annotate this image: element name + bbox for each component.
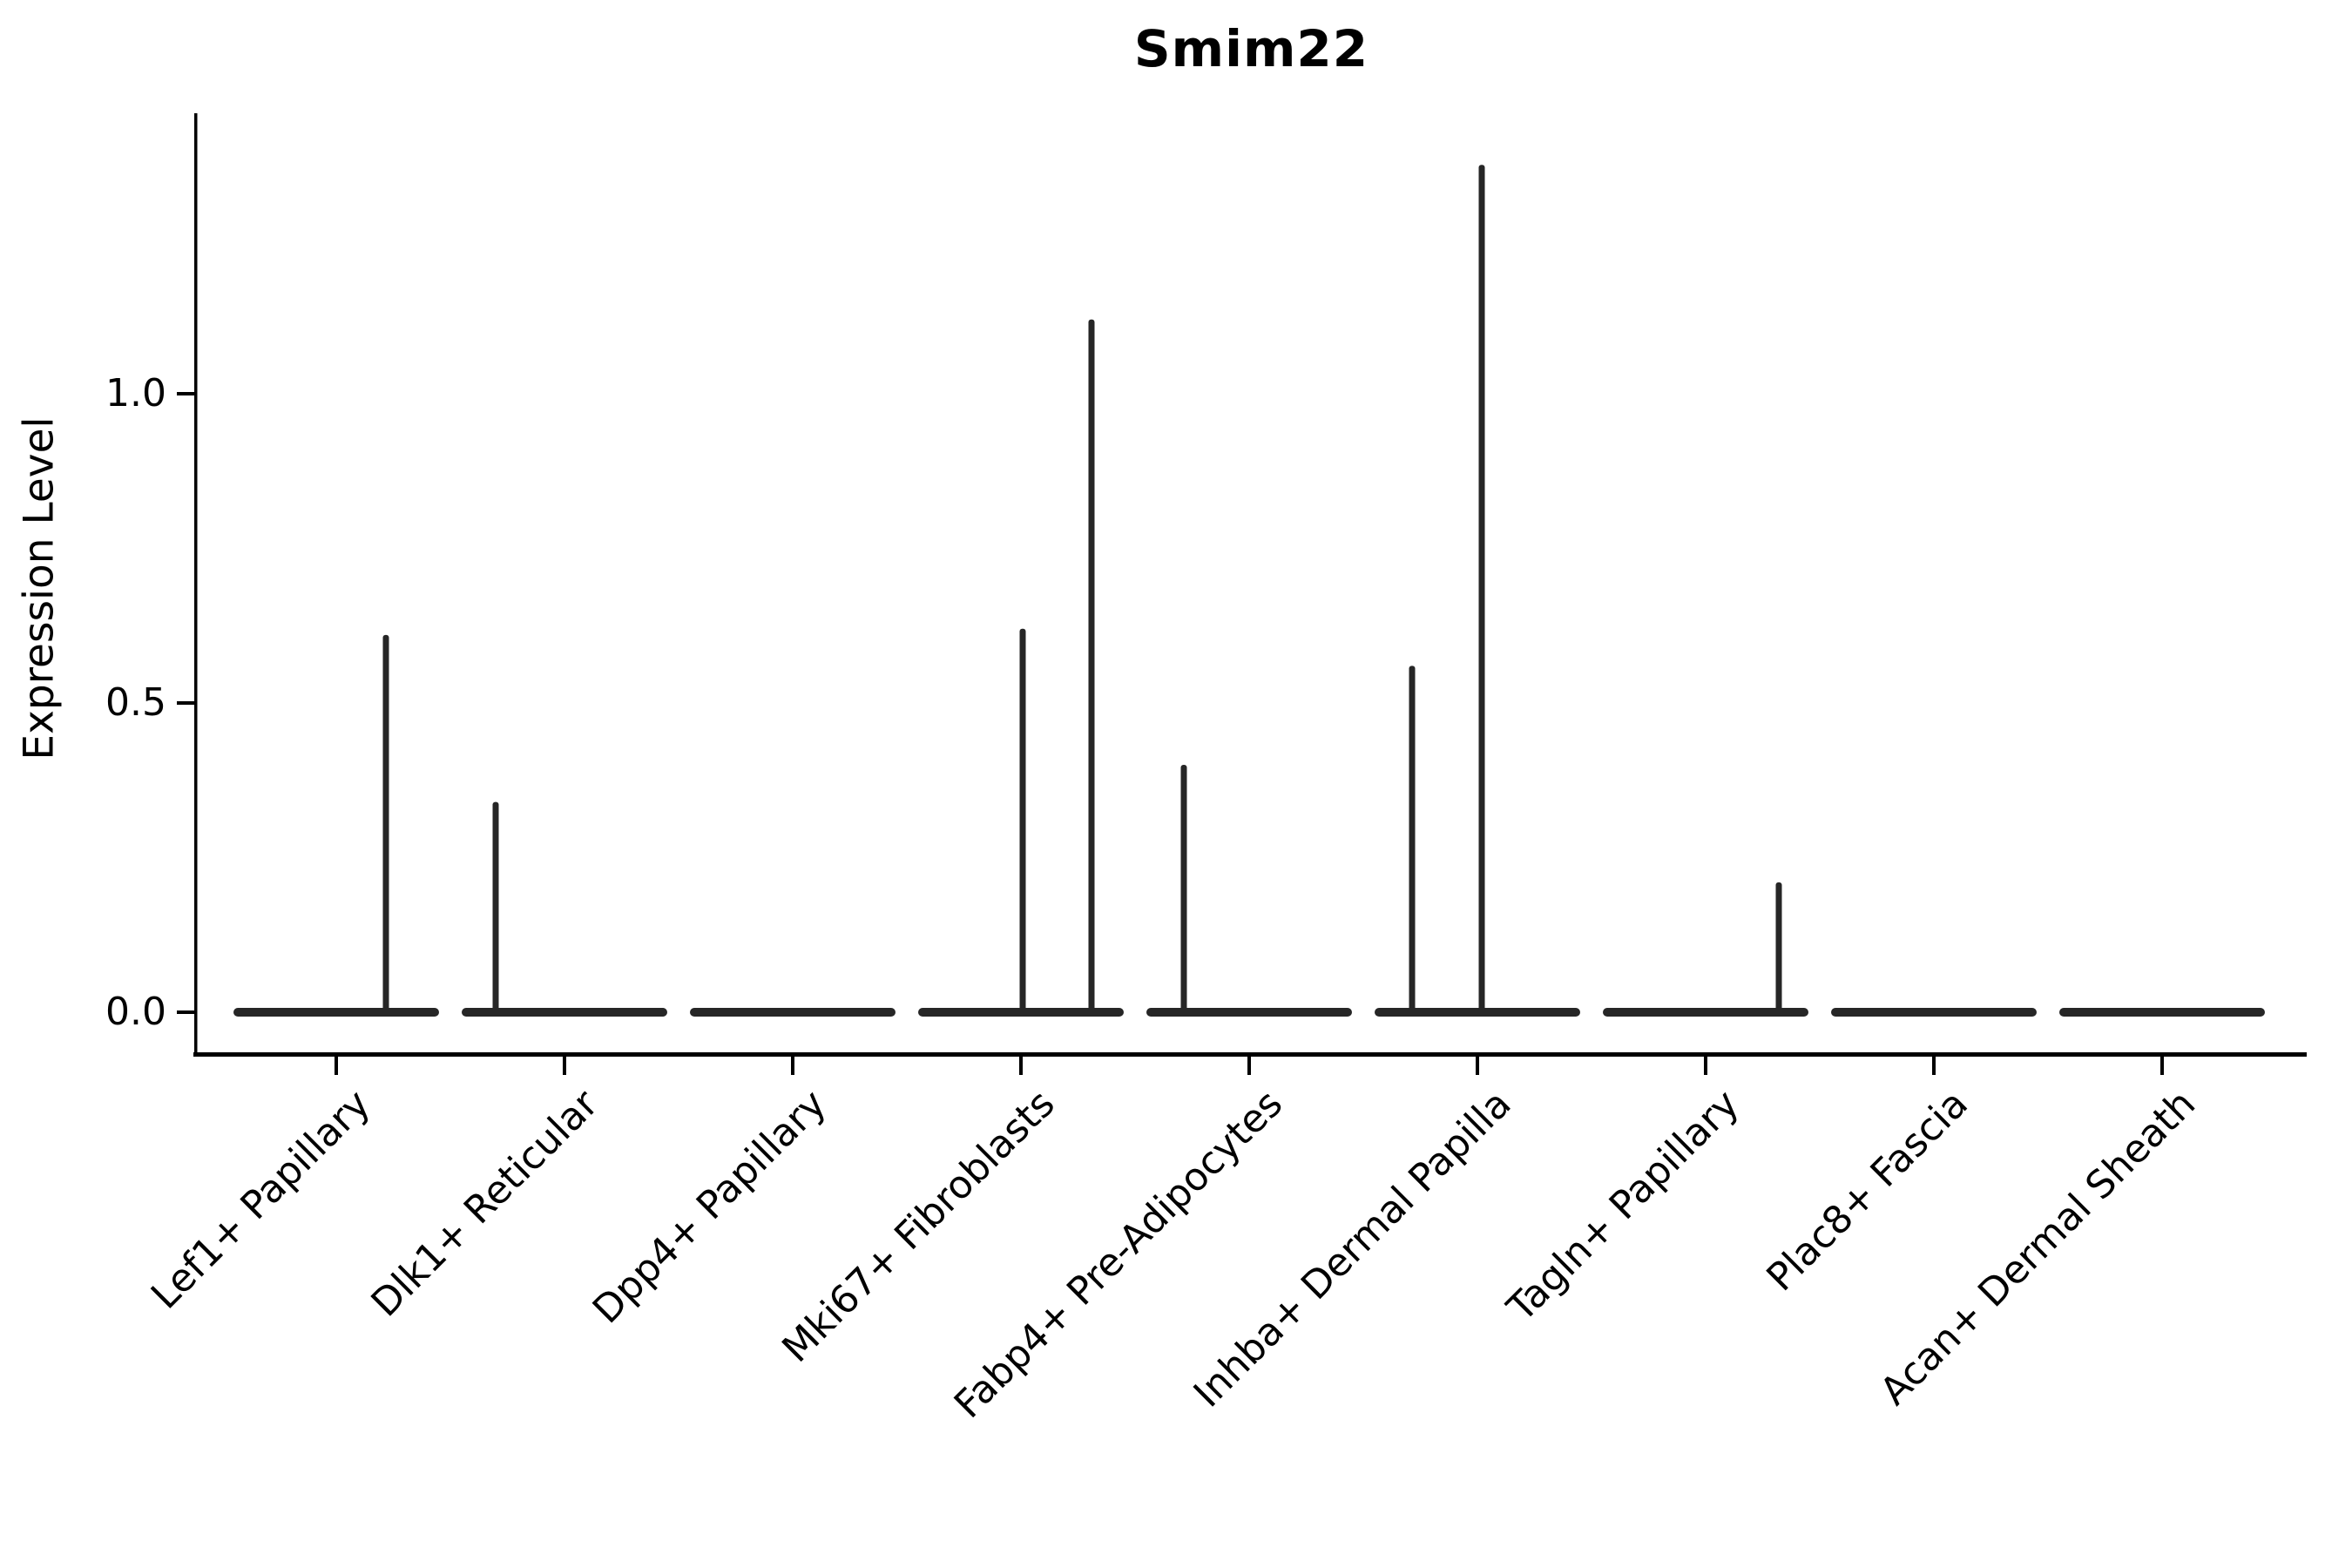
violin-spike: [1088, 319, 1095, 1012]
violin-zero-bar: [918, 1008, 1124, 1017]
violin-spike: [1409, 666, 1416, 1012]
y-tick-mark: [177, 1010, 196, 1014]
y-tick-mark: [177, 701, 196, 705]
violin-spike: [1478, 165, 1485, 1013]
y-tick-label-0.5: 0.5: [105, 680, 166, 725]
violin-spike: [1180, 765, 1187, 1012]
violin-zero-bar: [1831, 1008, 2037, 1017]
y-axis-spine: [194, 113, 198, 1057]
violin-spike: [1775, 882, 1782, 1012]
violin-zero-bar: [1375, 1008, 1580, 1017]
violin-zero-bar: [462, 1008, 667, 1017]
x-tick-mark: [1247, 1056, 1251, 1075]
x-tick-mark: [791, 1056, 794, 1075]
violin-zero-bar: [690, 1008, 896, 1017]
x-tick-mark: [1476, 1056, 1479, 1075]
y-tick-label-0.0: 0.0: [105, 990, 166, 1034]
violin-spike: [1019, 628, 1026, 1012]
violin-zero-bar: [1146, 1008, 1352, 1017]
violin-zero-bar: [2059, 1008, 2265, 1017]
x-tick-mark: [563, 1056, 566, 1075]
y-tick-label-1.0: 1.0: [105, 371, 166, 416]
x-axis-spine: [193, 1052, 2307, 1057]
x-tick-mark: [1932, 1056, 1936, 1075]
chart-title: Smim22: [1133, 19, 1369, 78]
violin-zero-bar: [1603, 1008, 1808, 1017]
x-tick-mark: [335, 1056, 338, 1075]
x-tick-mark: [1704, 1056, 1707, 1075]
x-tick-mark: [2160, 1056, 2164, 1075]
violin-spike: [382, 634, 389, 1012]
x-tick-mark: [1019, 1056, 1023, 1075]
violin-spike: [492, 801, 499, 1012]
y-tick-mark: [177, 392, 196, 395]
violin-zero-bar: [233, 1008, 439, 1017]
